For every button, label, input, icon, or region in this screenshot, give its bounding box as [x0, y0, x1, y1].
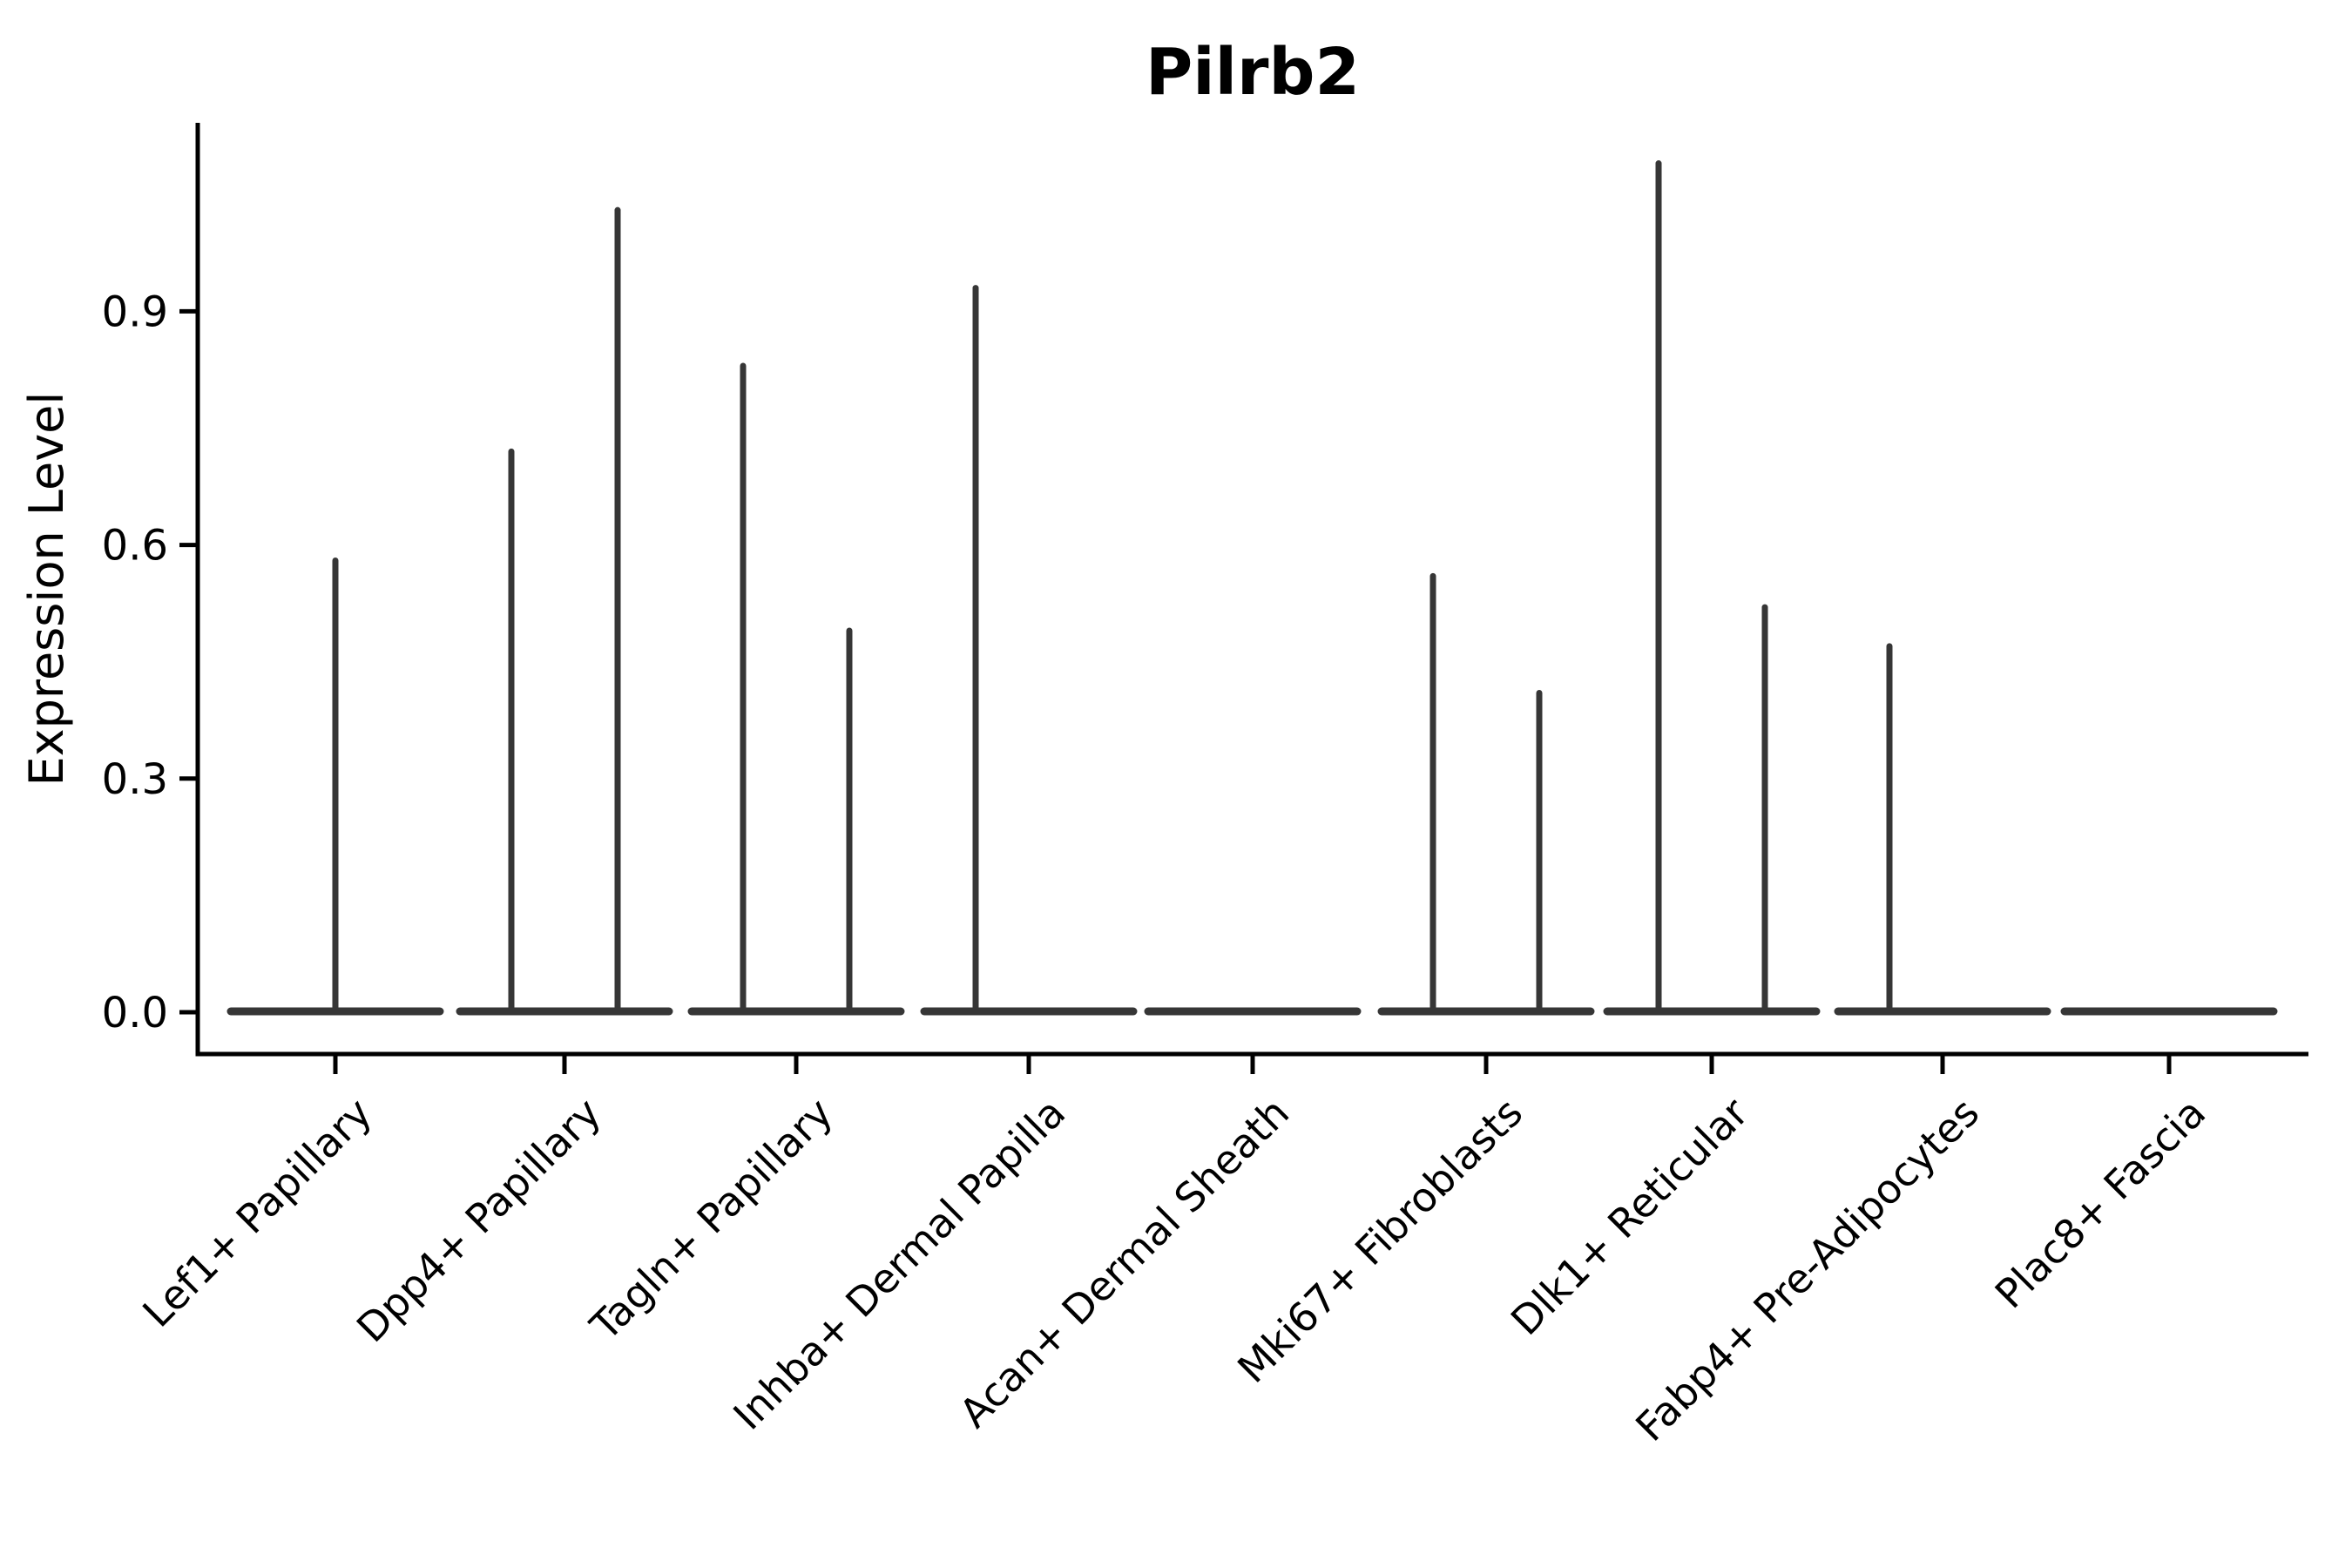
x-category-label: Tagln+ Papillary: [581, 1089, 842, 1350]
x-category-label: Lef1+ Papillary: [133, 1089, 381, 1336]
y-tick-label: 0.9: [102, 287, 168, 336]
x-category-label: Dpp4+ Papillary: [348, 1089, 610, 1351]
chart-title: Pilrb2: [1146, 35, 1360, 110]
y-tick-label: 0.3: [102, 755, 168, 804]
y-axis-label: Expression Level: [19, 392, 74, 787]
x-category-label: Plac8+ Fascia: [1986, 1089, 2214, 1317]
y-axis-ticks: 0.0 0.3 0.6 0.9: [102, 287, 198, 1037]
violins: [226, 160, 2278, 1016]
x-category-label: Dlk1+ Reticular: [1502, 1089, 1757, 1344]
y-tick-label: 0.6: [102, 522, 168, 571]
y-tick-label: 0.0: [102, 989, 168, 1037]
